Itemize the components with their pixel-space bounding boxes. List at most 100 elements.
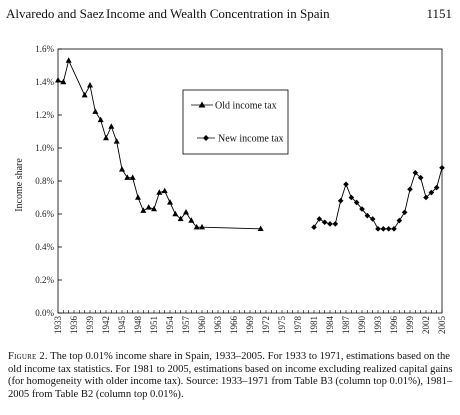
x-tick-label: 1984 <box>325 316 335 335</box>
x-tick-label: 1978 <box>293 316 303 335</box>
x-tick-label: 1966 <box>229 316 239 335</box>
x-tick-label: 1957 <box>181 316 191 335</box>
page-number: 1151 <box>426 6 452 21</box>
data-point-old-income-tax <box>60 78 67 85</box>
data-point-old-income-tax <box>108 123 115 129</box>
legend: Old income tax New income tax <box>182 89 289 155</box>
data-point-old-income-tax <box>135 194 141 200</box>
header-title: Income and Wealth Concentration in Spain <box>106 6 330 21</box>
data-point-old-income-tax <box>129 174 136 180</box>
x-tick-label: 1993 <box>373 316 383 335</box>
data-point-old-income-tax <box>167 199 173 205</box>
data-point-new-income-tax <box>391 226 397 232</box>
legend-label-old: Old income tax <box>215 101 277 112</box>
data-point-new-income-tax <box>380 226 387 232</box>
data-point-old-income-tax <box>92 108 99 114</box>
series-line-new-income-tax <box>313 167 443 230</box>
data-point-new-income-tax <box>385 226 392 232</box>
y-tick-label: 1.0% <box>35 143 54 153</box>
data-point-new-income-tax <box>353 199 360 206</box>
data-point-old-income-tax <box>81 91 88 98</box>
data-point-new-income-tax <box>428 189 435 196</box>
x-tick-label: 1996 <box>389 316 399 335</box>
x-tick-label: 1972 <box>261 316 271 334</box>
data-point-new-income-tax <box>401 209 408 216</box>
legend-marker-new <box>203 135 209 141</box>
data-point-new-income-tax <box>327 221 333 227</box>
y-tick-label: 0.2% <box>35 275 54 285</box>
x-tick-label: 1945 <box>117 316 127 335</box>
x-tick-label: 1990 <box>357 316 367 335</box>
data-point-new-income-tax <box>407 186 413 193</box>
data-point-old-income-tax <box>140 207 147 213</box>
data-point-old-income-tax <box>87 82 93 88</box>
x-tick-label: 1933 <box>53 316 63 335</box>
y-tick-label: 1.4% <box>35 77 54 87</box>
data-point-old-income-tax <box>55 77 61 83</box>
data-point-new-income-tax <box>311 224 317 230</box>
data-point-old-income-tax <box>177 215 184 222</box>
legend-label-new: New income tax <box>218 134 284 145</box>
data-point-new-income-tax <box>359 206 365 212</box>
data-point-old-income-tax <box>97 116 104 123</box>
x-tick-label: 1963 <box>213 316 223 335</box>
data-point-old-income-tax <box>113 138 120 144</box>
y-tick-label: 1.2% <box>35 110 54 120</box>
data-point-new-income-tax <box>343 181 349 188</box>
data-point-new-income-tax <box>417 174 424 181</box>
x-tick-label: 1960 <box>197 316 207 335</box>
data-point-new-income-tax <box>375 226 381 232</box>
figure-caption: Figure 2. The top 0.01% income share in … <box>8 351 453 401</box>
header-authors: Alvaredo and Saez <box>6 6 105 21</box>
series-line-old-income-tax <box>57 59 202 228</box>
data-point-old-income-tax <box>124 174 131 180</box>
data-point-new-income-tax <box>316 216 323 222</box>
data-point-old-income-tax <box>145 204 152 210</box>
data-point-new-income-tax <box>439 165 445 171</box>
y-tick-label: 0.0% <box>35 308 54 318</box>
data-point-old-income-tax <box>151 205 157 212</box>
y-tick-label: 0.6% <box>35 209 54 219</box>
data-point-old-income-tax <box>257 225 264 232</box>
x-tick-label: 1975 <box>277 316 287 335</box>
data-point-old-income-tax <box>156 189 163 195</box>
series-new-income-tax <box>311 165 445 232</box>
legend-marker-old <box>198 101 206 108</box>
data-point-old-income-tax <box>188 217 195 223</box>
data-point-old-income-tax <box>103 134 109 141</box>
data-point-old-income-tax <box>183 209 189 215</box>
legend-box <box>182 89 289 155</box>
data-point-new-income-tax <box>332 221 339 227</box>
figure-caption-text: The top 0.01% income share in Spain, 193… <box>8 351 453 400</box>
figure-label: Figure 2. <box>8 351 48 362</box>
y-tick-label: 1.6% <box>35 44 54 54</box>
x-tick-label: 2005 <box>437 316 447 335</box>
income-share-chart: 0.0% 0.2% 0.4% 0.6% 0.8% 1.0% 1.2% 1.4% 1.6% 193… <box>14 44 447 335</box>
data-point-new-income-tax <box>412 169 419 176</box>
plot-area <box>57 48 443 314</box>
data-point-new-income-tax <box>396 217 403 224</box>
x-tick-label: 1987 <box>341 316 351 335</box>
data-point-new-income-tax <box>321 219 328 226</box>
series-line-old-income-tax <box>201 226 261 230</box>
x-tick-label: 1981 <box>309 316 319 334</box>
x-tick-label: 1999 <box>405 316 415 335</box>
data-point-new-income-tax <box>337 198 344 204</box>
x-tick-label: 1951 <box>149 316 159 334</box>
data-point-old-income-tax <box>172 210 179 217</box>
y-tick-label: 0.4% <box>35 242 54 252</box>
data-point-new-income-tax <box>433 184 440 191</box>
series-old-income-tax <box>55 57 264 232</box>
data-point-new-income-tax <box>423 194 429 201</box>
x-tick-label: 1948 <box>133 316 143 335</box>
x-tick-label: 1969 <box>245 316 255 335</box>
data-point-old-income-tax <box>119 166 125 172</box>
data-point-old-income-tax <box>193 223 200 230</box>
data-point-new-income-tax <box>348 194 355 201</box>
x-tick-label: 1954 <box>165 316 175 335</box>
data-point-old-income-tax <box>199 223 205 230</box>
y-axis-label: Income share <box>14 158 25 212</box>
x-tick-label: 2002 <box>421 316 431 334</box>
x-tick-label: 1942 <box>101 316 111 334</box>
x-tick-label: 1939 <box>85 316 95 335</box>
